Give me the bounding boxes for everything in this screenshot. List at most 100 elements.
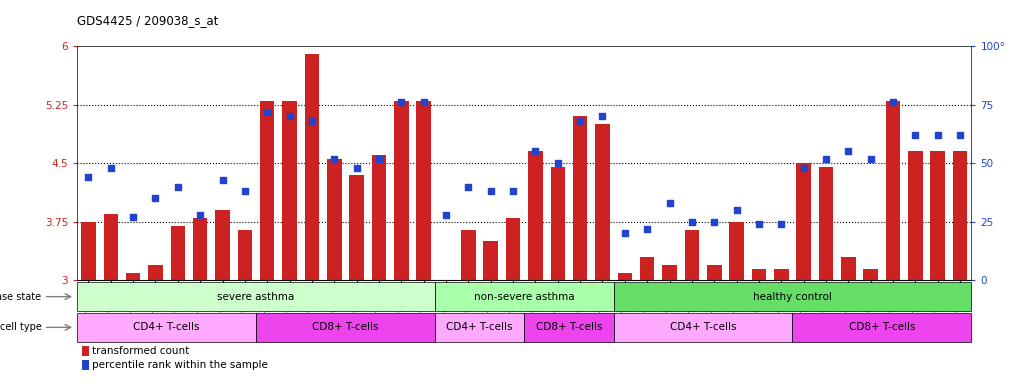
Bar bbox=[435, 282, 614, 311]
Point bbox=[929, 132, 946, 138]
Point bbox=[393, 99, 410, 105]
Bar bbox=[461, 230, 476, 280]
Point bbox=[661, 200, 678, 206]
Bar bbox=[752, 269, 766, 280]
Bar bbox=[126, 273, 140, 280]
Point bbox=[818, 156, 834, 162]
Bar bbox=[238, 230, 252, 280]
Point bbox=[795, 165, 812, 171]
Bar bbox=[685, 230, 699, 280]
Point bbox=[147, 195, 164, 202]
Text: disease state: disease state bbox=[0, 291, 41, 302]
Bar bbox=[256, 313, 435, 342]
Text: CD4+ T-cells: CD4+ T-cells bbox=[670, 322, 736, 333]
Bar bbox=[614, 282, 971, 311]
Text: transformed count: transformed count bbox=[93, 346, 190, 356]
Bar bbox=[819, 167, 833, 280]
Bar bbox=[81, 222, 96, 280]
Point bbox=[840, 149, 857, 155]
Text: percentile rank within the sample: percentile rank within the sample bbox=[93, 360, 269, 370]
Point bbox=[594, 113, 611, 119]
Point bbox=[617, 230, 633, 237]
Bar bbox=[953, 151, 967, 280]
Bar bbox=[282, 101, 297, 280]
Bar bbox=[796, 163, 811, 280]
Point bbox=[684, 219, 700, 225]
Bar bbox=[662, 265, 677, 280]
Point bbox=[371, 156, 387, 162]
Point bbox=[281, 113, 298, 119]
Bar bbox=[573, 116, 587, 280]
Bar bbox=[193, 218, 207, 280]
Point bbox=[192, 212, 208, 218]
Bar bbox=[215, 210, 230, 280]
Text: CD4+ T-cells: CD4+ T-cells bbox=[134, 322, 200, 333]
Bar bbox=[886, 101, 900, 280]
Point bbox=[907, 132, 924, 138]
Bar bbox=[416, 101, 431, 280]
Bar bbox=[260, 101, 275, 280]
Bar bbox=[640, 257, 654, 280]
Point bbox=[952, 132, 968, 138]
Text: CD4+ T-cells: CD4+ T-cells bbox=[446, 322, 513, 333]
Point bbox=[505, 188, 521, 194]
Bar bbox=[618, 273, 632, 280]
Bar bbox=[524, 313, 614, 342]
Text: GDS4425 / 209038_s_at: GDS4425 / 209038_s_at bbox=[77, 14, 218, 27]
Bar bbox=[528, 151, 543, 280]
Point bbox=[572, 118, 588, 124]
Point bbox=[639, 226, 655, 232]
Point bbox=[170, 184, 186, 190]
Point bbox=[103, 165, 119, 171]
Bar bbox=[792, 313, 971, 342]
Point bbox=[125, 214, 141, 220]
Bar bbox=[372, 156, 386, 280]
Text: cell type: cell type bbox=[0, 322, 41, 333]
Point bbox=[237, 188, 253, 194]
Text: severe asthma: severe asthma bbox=[217, 291, 295, 302]
Bar bbox=[148, 265, 163, 280]
Bar bbox=[394, 101, 409, 280]
Bar bbox=[506, 218, 520, 280]
Bar bbox=[908, 151, 923, 280]
Point bbox=[728, 207, 745, 213]
Point bbox=[460, 184, 477, 190]
Point bbox=[482, 188, 499, 194]
Bar bbox=[305, 54, 319, 280]
Bar bbox=[483, 241, 499, 280]
Point bbox=[862, 156, 879, 162]
Bar bbox=[614, 313, 792, 342]
Bar bbox=[729, 222, 744, 280]
Bar bbox=[435, 313, 524, 342]
Point bbox=[214, 177, 231, 183]
Point bbox=[259, 109, 275, 115]
Bar bbox=[77, 282, 435, 311]
Point bbox=[304, 118, 320, 124]
Point bbox=[885, 99, 901, 105]
Point bbox=[527, 149, 544, 155]
Point bbox=[438, 212, 454, 218]
Bar bbox=[707, 265, 722, 280]
Point bbox=[774, 221, 790, 227]
Point bbox=[327, 156, 343, 162]
Bar bbox=[171, 226, 185, 280]
Bar bbox=[842, 257, 856, 280]
Bar bbox=[81, 359, 89, 369]
Bar bbox=[327, 159, 342, 280]
Bar bbox=[863, 269, 878, 280]
Point bbox=[415, 99, 432, 105]
Point bbox=[348, 165, 365, 171]
Bar bbox=[77, 313, 256, 342]
Text: healthy control: healthy control bbox=[753, 291, 832, 302]
Point bbox=[706, 219, 722, 225]
Text: non-severe asthma: non-severe asthma bbox=[474, 291, 575, 302]
Bar bbox=[349, 175, 364, 280]
Text: CD8+ T-cells: CD8+ T-cells bbox=[536, 322, 603, 333]
Point bbox=[751, 221, 767, 227]
Text: CD8+ T-cells: CD8+ T-cells bbox=[312, 322, 379, 333]
Bar bbox=[930, 151, 946, 280]
Bar bbox=[774, 269, 789, 280]
Point bbox=[80, 174, 97, 180]
Point bbox=[550, 160, 566, 166]
Bar bbox=[103, 214, 118, 280]
